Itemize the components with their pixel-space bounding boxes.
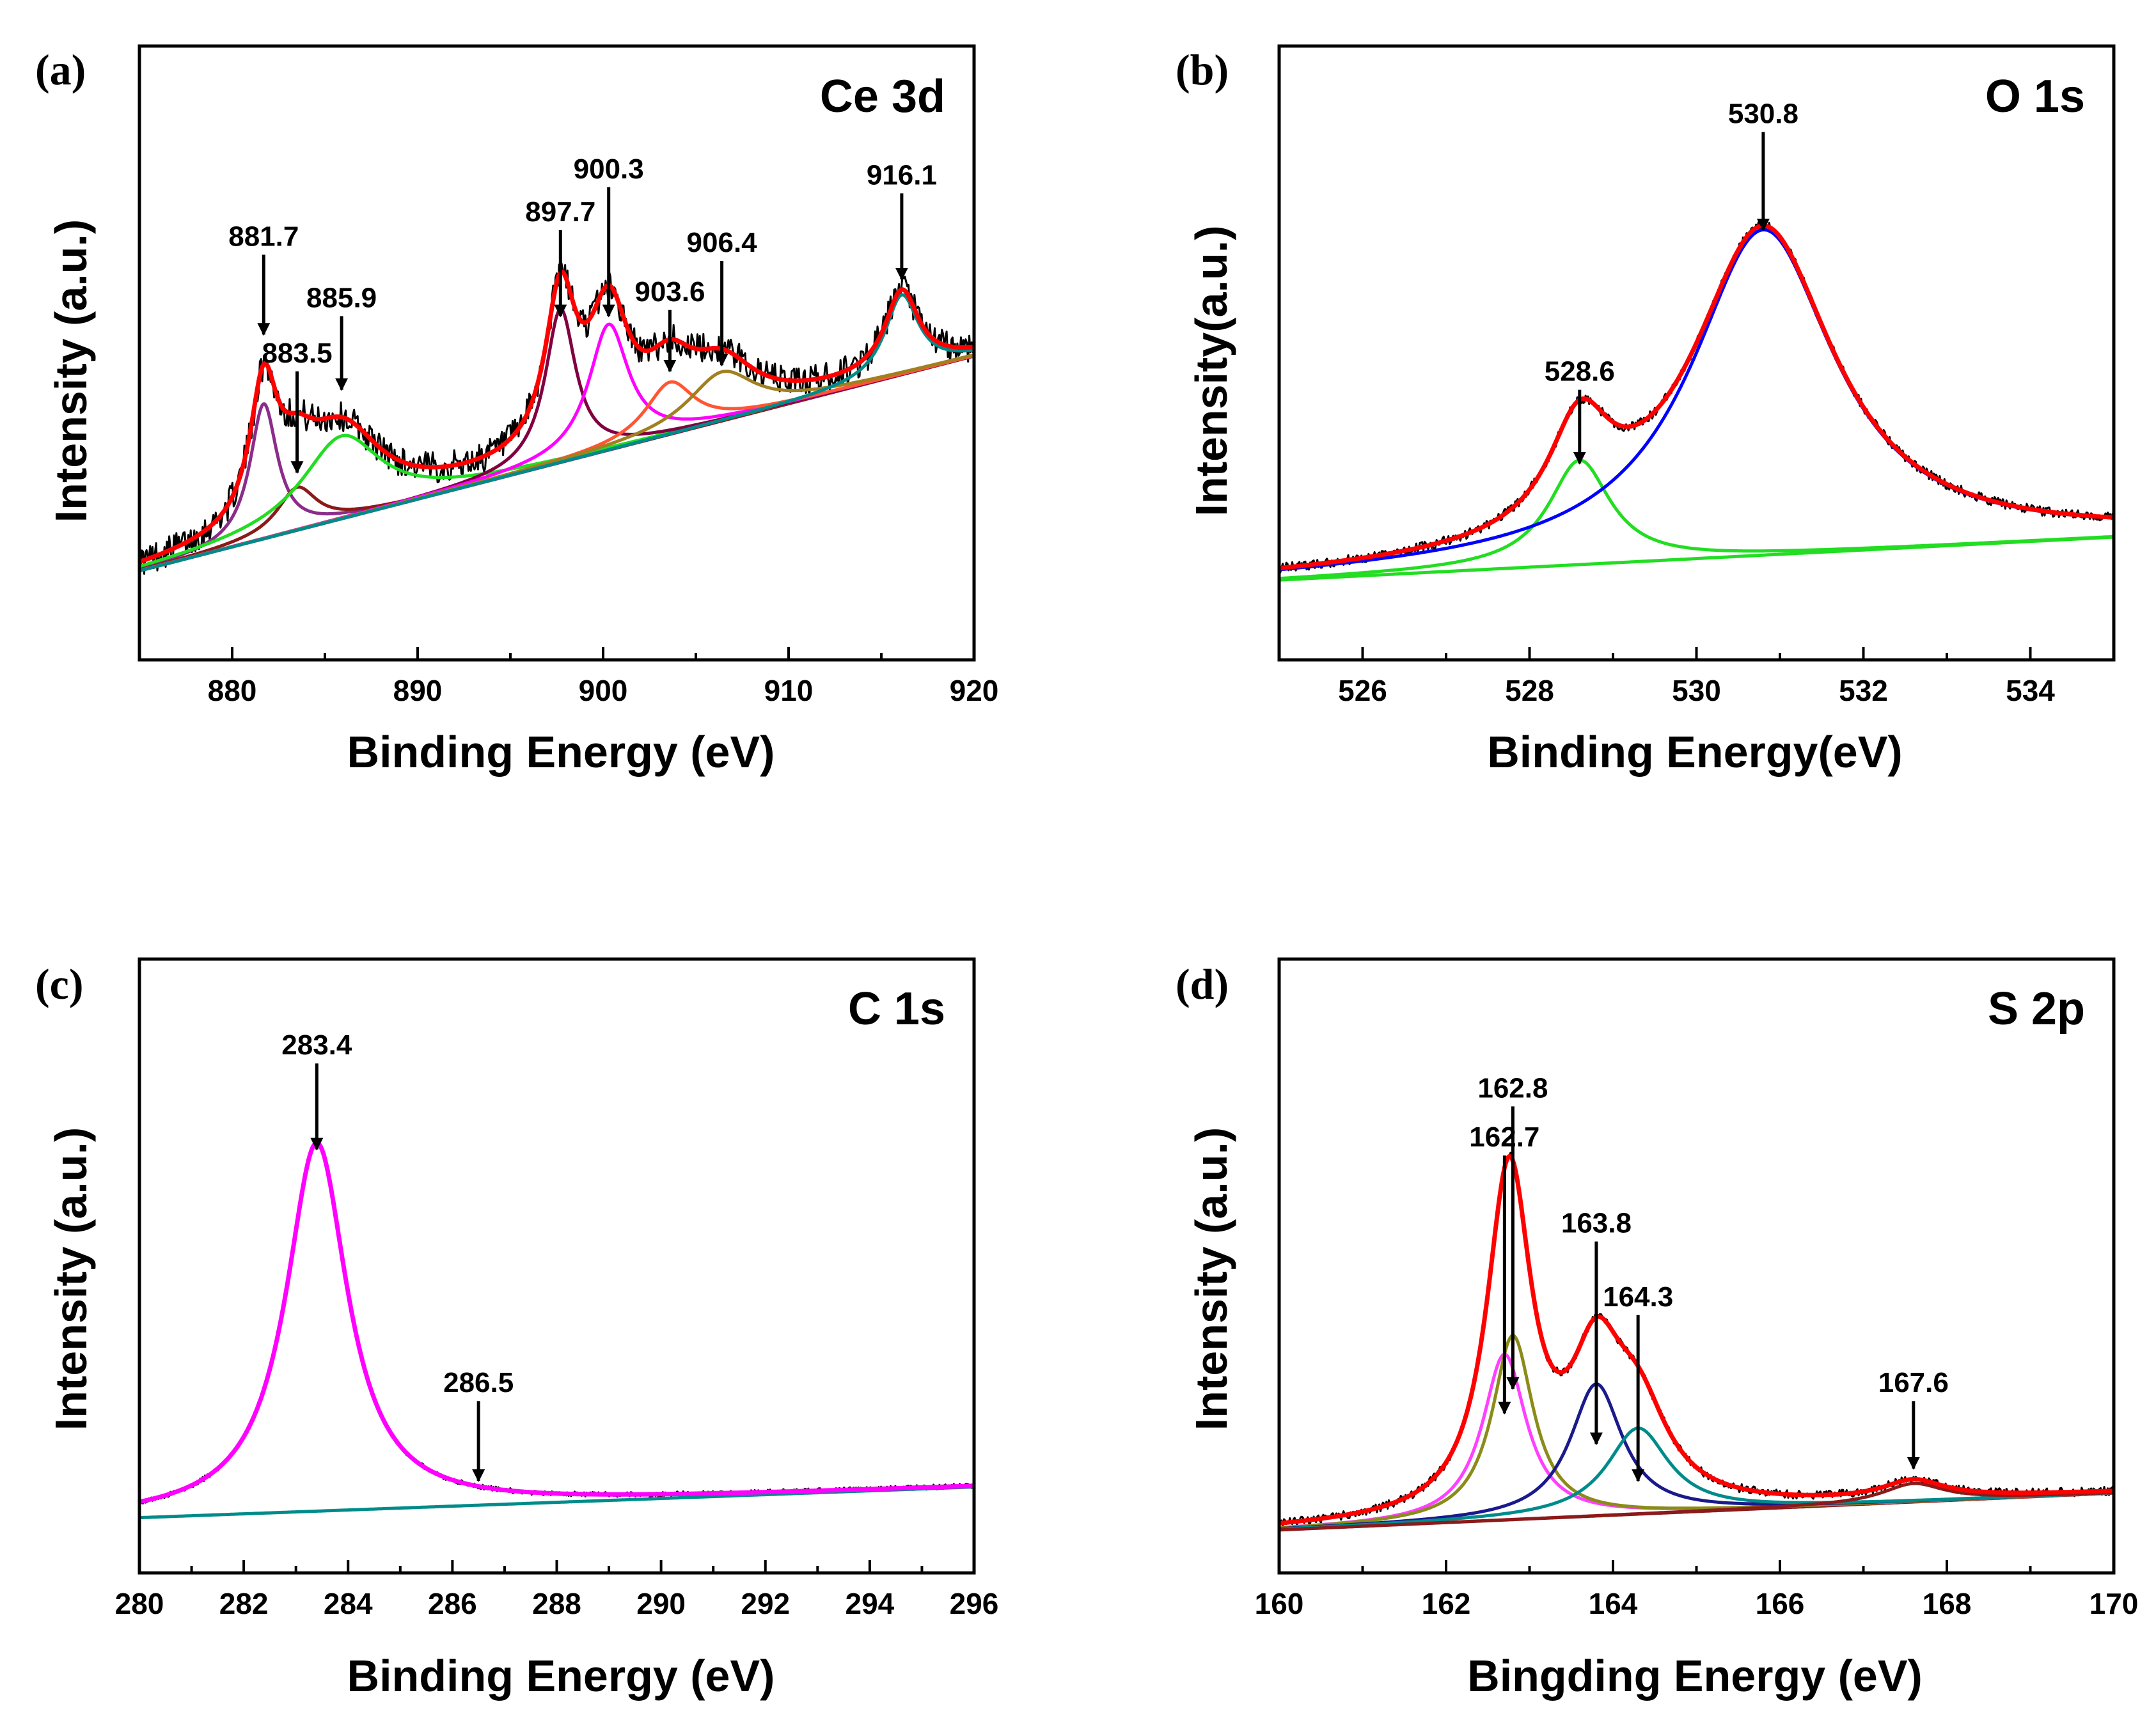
fit-component-530.8 <box>1279 228 2114 572</box>
peak-label: 900.3 <box>574 153 644 185</box>
x-tick-label: 286 <box>428 1587 477 1620</box>
plot-frame <box>138 957 976 1575</box>
peak-label: 162.7 <box>1469 1121 1539 1153</box>
y-axis-title: Intensity (a.u.) <box>46 1127 96 1430</box>
peak-label: 883.5 <box>262 338 332 369</box>
x-tick-label: 170 <box>2089 1587 2139 1620</box>
panel-a: (a) Intensity (a.u.) Binding Energy (eV)… <box>35 44 999 777</box>
panel-b: (b) Intensity(a.u.) Binding Energy(eV) 5… <box>1176 44 2116 777</box>
x-axis-title: Binding Energy(eV) <box>1487 727 1902 777</box>
x-tick-label: 164 <box>1589 1587 1638 1620</box>
panel-d: (d) Intensity (a.u.) Bingding Energy (eV… <box>1176 957 2139 1701</box>
curve-layer <box>1279 1152 2114 1532</box>
experimental-spectrum <box>1279 221 2114 574</box>
element-label: C 1s <box>848 983 945 1035</box>
plot-frame <box>138 44 976 662</box>
x-tick-label: 900 <box>579 674 628 707</box>
peak-label: 881.7 <box>228 221 299 252</box>
x-tick-label: 166 <box>1756 1587 1805 1620</box>
peak-label: 897.7 <box>525 196 595 228</box>
fit-envelope <box>1279 1154 2114 1526</box>
peak-label: 916.1 <box>867 159 937 191</box>
element-label: S 2p <box>1988 983 2085 1035</box>
x-tick-label: 168 <box>1923 1587 1972 1620</box>
peak-label: 283.4 <box>281 1029 352 1061</box>
y-axis-title: Intensity(a.u.) <box>1186 225 1236 516</box>
experimental-spectrum <box>139 1143 974 1504</box>
peak-label: 528.6 <box>1545 356 1615 387</box>
x-tick-label: 532 <box>1839 674 1888 707</box>
x-tick-label: 160 <box>1255 1587 1304 1620</box>
x-tick-label: 292 <box>741 1587 790 1620</box>
x-tick-label: 296 <box>950 1587 999 1620</box>
peak-label: 885.9 <box>306 282 377 313</box>
fit-component-283.4 <box>139 1141 974 1504</box>
peak-label: 286.5 <box>443 1367 514 1398</box>
peak-label: 906.4 <box>687 227 758 258</box>
panel-label: (a) <box>35 45 86 94</box>
element-label: O 1s <box>1985 71 2085 122</box>
x-tick-label: 910 <box>764 674 814 707</box>
fit-component-167.6 <box>1279 1481 2114 1532</box>
x-tick-label: 920 <box>950 674 999 707</box>
fit-envelope <box>139 269 974 565</box>
x-tick-label: 284 <box>324 1587 373 1620</box>
x-tick-label: 288 <box>532 1587 581 1620</box>
plot-frame <box>1277 957 2116 1575</box>
peak-label: 167.6 <box>1878 1367 1949 1398</box>
fit-component-164.3 <box>1279 1426 2114 1531</box>
x-tick-label: 162 <box>1422 1587 1471 1620</box>
fit-envelope <box>1279 223 2114 570</box>
peak-label: 162.8 <box>1477 1072 1548 1104</box>
plot-area: 160 162 164 166 168 170 162.7 162.8 163.8 164.3 16… <box>1255 957 2139 1620</box>
x-axis-title: Bingding Energy (eV) <box>1467 1651 1923 1701</box>
x-tick-label: 282 <box>219 1587 269 1620</box>
curve-layer <box>1279 221 2114 582</box>
peak-label: 903.6 <box>634 276 705 308</box>
peak-label: 163.8 <box>1561 1208 1632 1239</box>
panel-label: (c) <box>35 960 83 1008</box>
x-tick-label: 534 <box>2006 674 2055 707</box>
fit-component-916.1 <box>139 293 974 573</box>
panel-c: (c) Intensity (a.u.) Binding Energy (eV)… <box>35 957 999 1701</box>
x-tick-label: 526 <box>1338 674 1387 707</box>
x-tick-label: 880 <box>208 674 257 707</box>
fit-component-528.6 <box>1279 458 2114 581</box>
y-axis-title: Intensity (a.u.) <box>46 219 96 522</box>
panel-label: (d) <box>1176 960 1229 1008</box>
y-axis-title: Intensity (a.u.) <box>1186 1127 1236 1430</box>
panel-label: (b) <box>1176 45 1229 94</box>
peak-label: 164.3 <box>1603 1281 1673 1313</box>
x-axis-title: Binding Energy (eV) <box>347 727 775 777</box>
x-tick-label: 294 <box>846 1587 895 1620</box>
x-axis-title: Binding Energy (eV) <box>347 1651 775 1701</box>
element-label: Ce 3d <box>820 71 945 122</box>
plot-area: 526 528 530 532 534 528.6 530.8 <box>1277 44 2116 707</box>
plot-area: 280 282 284 286 288 290 292 294 296 283.4 286.5 <box>115 957 999 1620</box>
fit-envelope <box>139 1140 974 1504</box>
peak-label: 530.8 <box>1728 98 1798 129</box>
x-tick-label: 530 <box>1672 674 1721 707</box>
plot-area: 880 890 900 910 920 881.7 883.5 885.9 897.7 900.3… <box>138 44 999 707</box>
x-tick-label: 890 <box>393 674 443 707</box>
x-tick-label: 528 <box>1505 674 1554 707</box>
x-tick-label: 280 <box>115 1587 164 1620</box>
curve-layer <box>139 1140 974 1520</box>
x-tick-label: 290 <box>636 1587 686 1620</box>
